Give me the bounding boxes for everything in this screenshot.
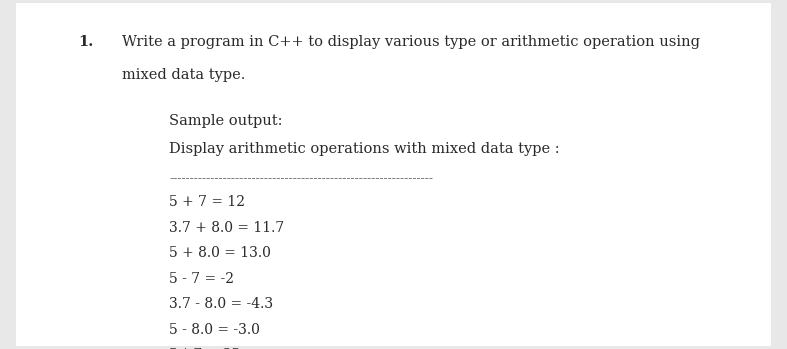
Text: 5 - 7 = -2: 5 - 7 = -2 [169,272,235,286]
Text: mixed data type.: mixed data type. [122,68,246,82]
Text: Write a program in C++ to display various type or arithmetic operation using: Write a program in C++ to display variou… [122,35,700,49]
Text: Sample output:: Sample output: [169,114,283,128]
Text: 3.7 + 8.0 = 11.7: 3.7 + 8.0 = 11.7 [169,221,284,235]
Text: 3.7 - 8.0 = -4.3: 3.7 - 8.0 = -4.3 [169,297,273,311]
Text: 5 + 8.0 = 13.0: 5 + 8.0 = 13.0 [169,246,271,260]
Text: ----------------------------------------------------------------: ----------------------------------------… [169,172,433,185]
Text: 1.: 1. [79,35,94,49]
Text: 5 - 8.0 = -3.0: 5 - 8.0 = -3.0 [169,322,260,337]
Text: Display arithmetic operations with mixed data type :: Display arithmetic operations with mixed… [169,142,560,156]
Text: 5 * 7 = 35: 5 * 7 = 35 [169,348,240,349]
Text: 5 + 7 = 12: 5 + 7 = 12 [169,195,246,209]
FancyBboxPatch shape [16,3,771,346]
